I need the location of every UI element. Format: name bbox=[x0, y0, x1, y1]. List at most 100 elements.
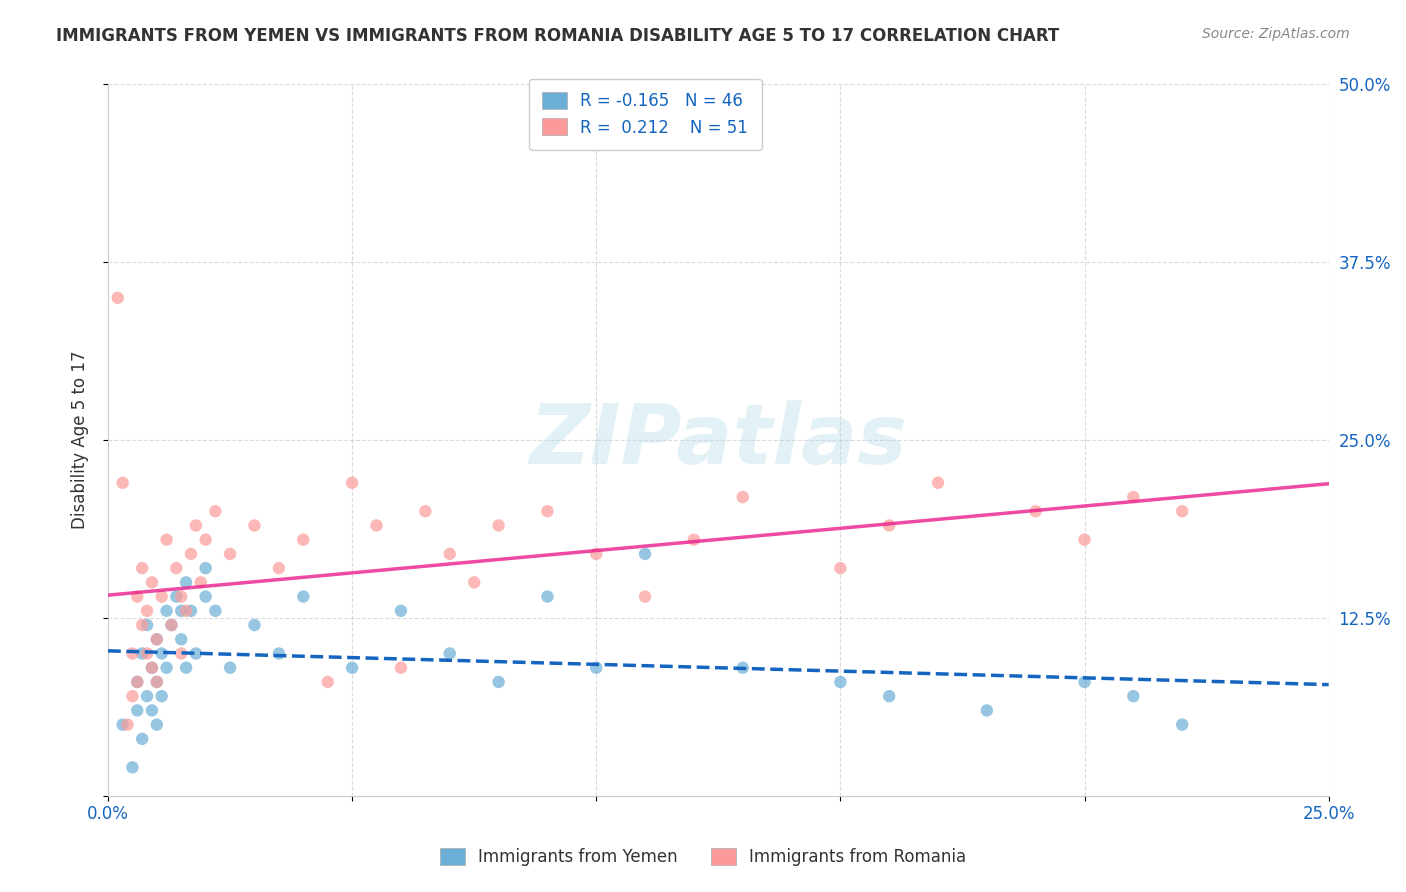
Point bbox=[927, 475, 949, 490]
Point bbox=[194, 533, 217, 547]
Point bbox=[146, 717, 169, 731]
Point bbox=[141, 703, 163, 717]
Point bbox=[243, 518, 266, 533]
Point bbox=[127, 703, 149, 717]
Point bbox=[136, 618, 159, 632]
Point bbox=[150, 647, 173, 661]
Point bbox=[155, 533, 177, 547]
Point bbox=[146, 675, 169, 690]
Point bbox=[830, 561, 852, 575]
Point bbox=[683, 533, 706, 547]
Point bbox=[150, 590, 173, 604]
Point bbox=[219, 547, 242, 561]
Point bbox=[180, 604, 202, 618]
Point bbox=[146, 632, 169, 647]
Point bbox=[165, 561, 187, 575]
Point bbox=[340, 475, 363, 490]
Point bbox=[976, 703, 998, 717]
Point bbox=[731, 490, 754, 504]
Point bbox=[1073, 533, 1095, 547]
Point bbox=[190, 575, 212, 590]
Point bbox=[131, 618, 153, 632]
Point bbox=[146, 675, 169, 690]
Point bbox=[585, 547, 607, 561]
Point bbox=[155, 604, 177, 618]
Point bbox=[267, 647, 290, 661]
Point bbox=[488, 518, 510, 533]
Point bbox=[439, 547, 461, 561]
Point bbox=[131, 731, 153, 746]
Point bbox=[107, 291, 129, 305]
Point bbox=[731, 661, 754, 675]
Point bbox=[634, 590, 657, 604]
Point bbox=[141, 575, 163, 590]
Point bbox=[1171, 504, 1194, 518]
Point bbox=[170, 647, 193, 661]
Point bbox=[170, 604, 193, 618]
Point bbox=[111, 717, 134, 731]
Point bbox=[292, 533, 315, 547]
Point bbox=[150, 689, 173, 703]
Point bbox=[536, 504, 558, 518]
Point bbox=[160, 618, 183, 632]
Point bbox=[316, 675, 339, 690]
Y-axis label: Disability Age 5 to 17: Disability Age 5 to 17 bbox=[72, 351, 89, 529]
Point bbox=[131, 647, 153, 661]
Point bbox=[634, 547, 657, 561]
Point bbox=[121, 647, 143, 661]
Point bbox=[204, 604, 226, 618]
Legend: Immigrants from Yemen, Immigrants from Romania: Immigrants from Yemen, Immigrants from R… bbox=[432, 840, 974, 875]
Point bbox=[194, 561, 217, 575]
Text: ZIPatlas: ZIPatlas bbox=[530, 400, 907, 481]
Point bbox=[170, 632, 193, 647]
Point bbox=[170, 590, 193, 604]
Point bbox=[174, 661, 197, 675]
Text: Source: ZipAtlas.com: Source: ZipAtlas.com bbox=[1202, 27, 1350, 41]
Point bbox=[439, 647, 461, 661]
Point bbox=[463, 575, 485, 590]
Point bbox=[146, 632, 169, 647]
Point bbox=[174, 604, 197, 618]
Point bbox=[184, 647, 207, 661]
Point bbox=[877, 518, 900, 533]
Point bbox=[340, 661, 363, 675]
Point bbox=[121, 689, 143, 703]
Point bbox=[141, 661, 163, 675]
Point bbox=[131, 561, 153, 575]
Point bbox=[830, 675, 852, 690]
Point bbox=[243, 618, 266, 632]
Point bbox=[1025, 504, 1047, 518]
Point bbox=[111, 475, 134, 490]
Point bbox=[1073, 675, 1095, 690]
Point bbox=[585, 661, 607, 675]
Point bbox=[136, 689, 159, 703]
Point bbox=[366, 518, 388, 533]
Point bbox=[127, 675, 149, 690]
Point bbox=[136, 604, 159, 618]
Point bbox=[536, 590, 558, 604]
Point bbox=[389, 661, 412, 675]
Point bbox=[292, 590, 315, 604]
Point bbox=[117, 717, 139, 731]
Point bbox=[488, 675, 510, 690]
Point bbox=[415, 504, 437, 518]
Point bbox=[165, 590, 187, 604]
Point bbox=[389, 604, 412, 618]
Point bbox=[877, 689, 900, 703]
Point bbox=[219, 661, 242, 675]
Point bbox=[121, 760, 143, 774]
Text: IMMIGRANTS FROM YEMEN VS IMMIGRANTS FROM ROMANIA DISABILITY AGE 5 TO 17 CORRELAT: IMMIGRANTS FROM YEMEN VS IMMIGRANTS FROM… bbox=[56, 27, 1060, 45]
Point bbox=[136, 647, 159, 661]
Point bbox=[127, 590, 149, 604]
Legend: R = -0.165   N = 46, R =  0.212    N = 51: R = -0.165 N = 46, R = 0.212 N = 51 bbox=[529, 78, 762, 150]
Point bbox=[155, 661, 177, 675]
Point bbox=[204, 504, 226, 518]
Point bbox=[194, 590, 217, 604]
Point bbox=[160, 618, 183, 632]
Point bbox=[127, 675, 149, 690]
Point bbox=[174, 575, 197, 590]
Point bbox=[180, 547, 202, 561]
Point bbox=[1122, 490, 1144, 504]
Point bbox=[141, 661, 163, 675]
Point bbox=[267, 561, 290, 575]
